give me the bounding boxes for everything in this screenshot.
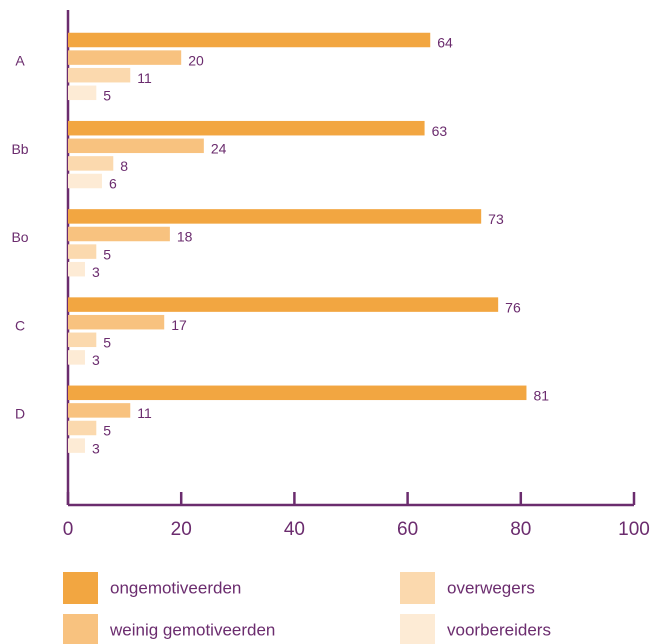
bar — [68, 138, 204, 154]
value-label: 3 — [92, 440, 100, 456]
bar — [68, 120, 425, 136]
category-label: A — [15, 53, 25, 69]
x-tick-label: 20 — [171, 519, 192, 540]
bar — [68, 385, 527, 401]
legend-swatch — [400, 572, 435, 604]
value-label: 20 — [188, 52, 204, 68]
category-label: D — [15, 406, 25, 422]
value-label: 5 — [103, 335, 111, 351]
value-label: 18 — [177, 229, 193, 245]
bar — [68, 314, 165, 330]
value-label: 3 — [92, 352, 100, 368]
bar — [68, 403, 131, 418]
bar — [68, 438, 85, 453]
category-label: Bb — [11, 141, 28, 157]
legend-swatch — [63, 614, 98, 644]
value-label: 5 — [103, 246, 111, 262]
x-tick-label: 100 — [618, 519, 650, 540]
category-label: Bo — [11, 229, 28, 245]
bar — [68, 50, 182, 65]
x-tick-label: 40 — [284, 519, 305, 540]
legend-label: overwegers — [447, 578, 535, 597]
legend-label: voorbereiders — [447, 620, 551, 639]
legend-label: weinig gemotiveerden — [109, 620, 275, 639]
value-label: 17 — [171, 317, 187, 333]
value-label: 73 — [488, 211, 504, 227]
bar — [68, 67, 131, 83]
legend-swatch — [400, 614, 435, 644]
value-label: 11 — [137, 70, 152, 86]
x-tick-label: 60 — [397, 519, 418, 540]
legend-label: ongemotiveerden — [110, 578, 241, 597]
bar — [68, 297, 499, 312]
bar — [68, 332, 97, 348]
bar — [68, 350, 85, 365]
value-label: 24 — [211, 141, 227, 157]
bar — [68, 209, 482, 224]
value-label: 3 — [92, 264, 100, 280]
value-label: 64 — [437, 35, 453, 51]
value-label: 6 — [109, 176, 117, 192]
value-label: 81 — [533, 388, 549, 404]
bar — [68, 244, 97, 259]
bar — [68, 173, 102, 189]
x-tick-label: 0 — [63, 519, 74, 540]
legend-swatch — [63, 572, 98, 604]
value-label: 5 — [103, 423, 111, 439]
bar — [68, 32, 431, 48]
bar — [68, 85, 97, 101]
value-label: 8 — [120, 158, 128, 174]
category-label: C — [15, 317, 25, 333]
value-label: 76 — [505, 299, 521, 315]
bar — [68, 420, 97, 436]
value-label: 5 — [103, 88, 111, 104]
bar — [68, 226, 170, 242]
bar — [68, 261, 85, 277]
x-tick-label: 80 — [510, 519, 531, 540]
bar — [68, 156, 114, 171]
value-label: 11 — [137, 405, 152, 421]
value-label: 63 — [432, 123, 448, 139]
